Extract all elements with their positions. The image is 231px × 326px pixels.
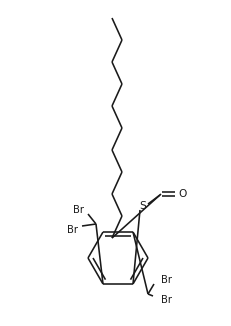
Text: O: O xyxy=(179,189,187,199)
Text: Br: Br xyxy=(67,225,79,235)
Text: Br: Br xyxy=(161,275,173,285)
Text: Br: Br xyxy=(73,205,85,215)
Text: Br: Br xyxy=(161,295,171,305)
Text: S: S xyxy=(140,201,146,211)
